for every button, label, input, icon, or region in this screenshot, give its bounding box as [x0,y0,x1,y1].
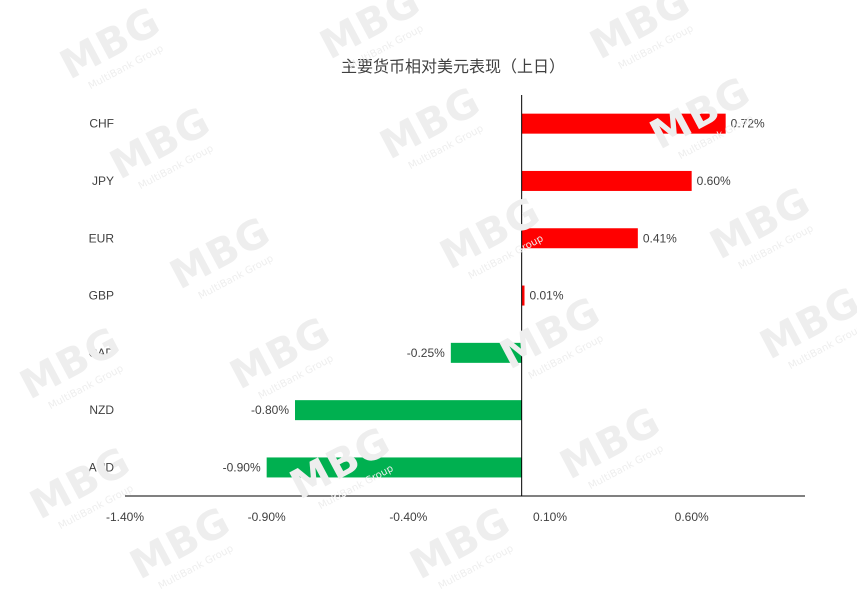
bar-nzd [295,400,522,421]
data-label: 0.72% [731,117,765,131]
chart-title: 主要货币相对美元表现（上日） [341,58,565,76]
axes-group: CHF 0.72% JPY 0.60% EUR 0.41% GBP 0.01% CAD -0.25… [89,95,805,524]
category-label: NZD [89,403,114,417]
category-label: CHF [89,117,114,131]
chart-stage: MBG MultiBank Group MBG MultiBank Group MBG M… [13,0,857,592]
x-tick-label: -0.90% [248,510,286,524]
data-label: 0.60% [697,174,731,188]
bar-eur [521,228,638,249]
data-label: -0.80% [251,403,289,417]
bars-group [266,113,726,478]
category-label: JPY [92,174,114,188]
category-label: AUD [89,460,115,474]
bar-gbp [521,285,525,306]
bar-cad [450,342,522,363]
x-tick-label: -0.40% [389,510,427,524]
bar-jpy [521,170,692,191]
bar-aud [266,457,522,478]
bar-chf [521,113,726,134]
data-label: -0.25% [407,346,445,360]
category-label: EUR [89,231,115,245]
x-tick-label: -1.40% [106,510,144,524]
data-label: -0.90% [223,460,261,474]
data-label: 0.41% [643,231,677,245]
data-label: 0.01% [530,289,564,303]
x-tick-label: 0.10% [533,510,567,524]
category-label: CAD [89,346,115,360]
bar-chart: 主要货币相对美元表现（上日） CHF 0.72% JPY 0.60% EUR 0.41% G… [89,58,805,524]
category-label: GBP [89,289,114,303]
x-tick-label: 0.60% [675,510,709,524]
